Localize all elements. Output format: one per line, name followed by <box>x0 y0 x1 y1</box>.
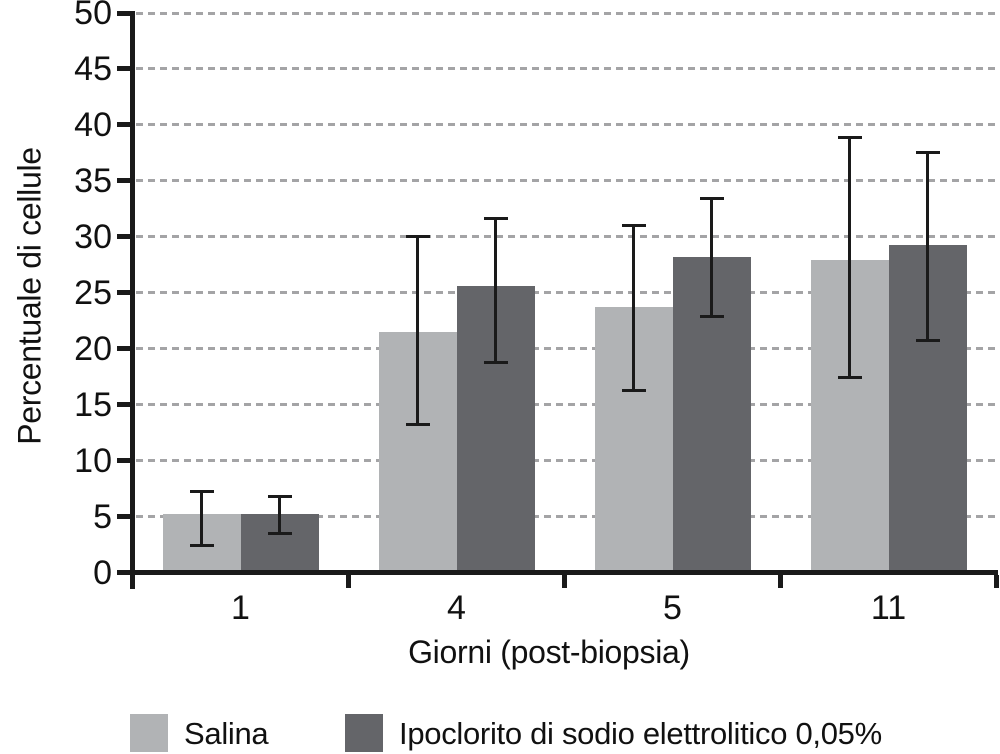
x-tick-1 <box>346 575 351 588</box>
y-tick-label-0: 0 <box>93 553 112 592</box>
x-tick-label-5: 5 <box>663 589 682 627</box>
y-tick-50 <box>117 10 131 16</box>
y-tick-label-40: 40 <box>74 105 112 144</box>
x-tick-11 <box>994 575 999 588</box>
y-tick-0 <box>117 570 131 575</box>
legend-swatch-ipoclorito <box>345 714 383 752</box>
error-cap-top-salina-day-5 <box>621 224 646 228</box>
gridline-20 <box>136 347 998 351</box>
error-bar-salina-day-11 <box>848 137 851 378</box>
y-tick-25 <box>117 290 131 296</box>
y-tick-5 <box>117 514 131 520</box>
legend-label-salina: Salina <box>184 716 269 751</box>
x-axis-title: Giorni (post-biopsia) <box>408 634 690 670</box>
error-cap-bottom-ipoclorito-day-4 <box>483 360 508 364</box>
error-cap-bottom-ipoclorito-day-1 <box>267 531 292 535</box>
legend: Salina Ipoclorito di sodio elettrolitico… <box>0 708 1000 754</box>
y-tick-label-30: 30 <box>74 217 112 256</box>
error-cap-top-ipoclorito-day-5 <box>699 197 724 201</box>
y-tick-35 <box>117 178 131 184</box>
x-tick-5 <box>778 575 783 588</box>
x-tick-label-1: 1 <box>231 589 250 627</box>
y-tick-label-50: 50 <box>74 0 112 32</box>
y-tick-10 <box>117 458 131 464</box>
y-tick-label-45: 45 <box>74 49 112 88</box>
y-axis-line <box>130 11 135 589</box>
error-cap-bottom-salina-day-11 <box>837 376 862 380</box>
error-cap-top-salina-day-4 <box>405 235 430 239</box>
error-cap-top-salina-day-11 <box>837 135 862 139</box>
error-bar-ipoclorito-day-4 <box>494 218 497 363</box>
error-cap-top-ipoclorito-day-11 <box>915 151 940 155</box>
x-tick-label-4: 4 <box>447 589 466 627</box>
y-tick-20 <box>117 346 131 352</box>
error-cap-bottom-salina-day-4 <box>405 423 430 427</box>
error-bar-salina-day-5 <box>632 225 635 391</box>
error-cap-bottom-salina-day-5 <box>621 388 646 392</box>
y-tick-label-25: 25 <box>74 273 112 312</box>
legend-label-ipoclorito: Ipoclorito di sodio elettrolitico 0,05% <box>399 716 882 751</box>
y-tick-label-20: 20 <box>74 329 112 368</box>
error-cap-top-salina-day-1 <box>189 490 214 494</box>
error-cap-bottom-ipoclorito-day-5 <box>699 314 724 318</box>
gridline-30 <box>136 235 998 239</box>
x-axis-line <box>127 570 998 575</box>
y-tick-label-5: 5 <box>93 497 112 536</box>
error-bar-salina-day-4 <box>416 236 419 425</box>
x-tick-4 <box>562 575 567 588</box>
error-cap-top-ipoclorito-day-1 <box>267 494 292 498</box>
y-tick-45 <box>117 66 131 72</box>
y-tick-label-10: 10 <box>74 441 112 480</box>
y-tick-label-15: 15 <box>74 385 112 424</box>
gridline-35 <box>136 179 998 183</box>
error-cap-bottom-salina-day-1 <box>189 544 214 548</box>
error-cap-top-ipoclorito-day-4 <box>483 217 508 221</box>
gridline-10 <box>136 459 998 463</box>
x-tick-label-11: 11 <box>870 589 907 627</box>
gridline-25 <box>136 291 998 295</box>
error-bar-ipoclorito-day-5 <box>710 198 713 317</box>
error-bar-ipoclorito-day-11 <box>926 152 929 341</box>
gridline-50 <box>136 11 998 15</box>
error-bar-ipoclorito-day-1 <box>278 496 281 534</box>
y-tick-30 <box>117 234 131 240</box>
legend-swatch-salina <box>130 714 168 752</box>
y-tick-label-35: 35 <box>74 161 112 200</box>
gridline-40 <box>136 123 998 127</box>
y-tick-15 <box>117 402 131 408</box>
gridline-5 <box>136 515 998 519</box>
y-tick-40 <box>117 122 131 128</box>
gridline-15 <box>136 403 998 407</box>
error-bar-salina-day-1 <box>200 491 203 546</box>
error-cap-bottom-ipoclorito-day-11 <box>915 339 940 343</box>
gridline-45 <box>136 67 998 71</box>
